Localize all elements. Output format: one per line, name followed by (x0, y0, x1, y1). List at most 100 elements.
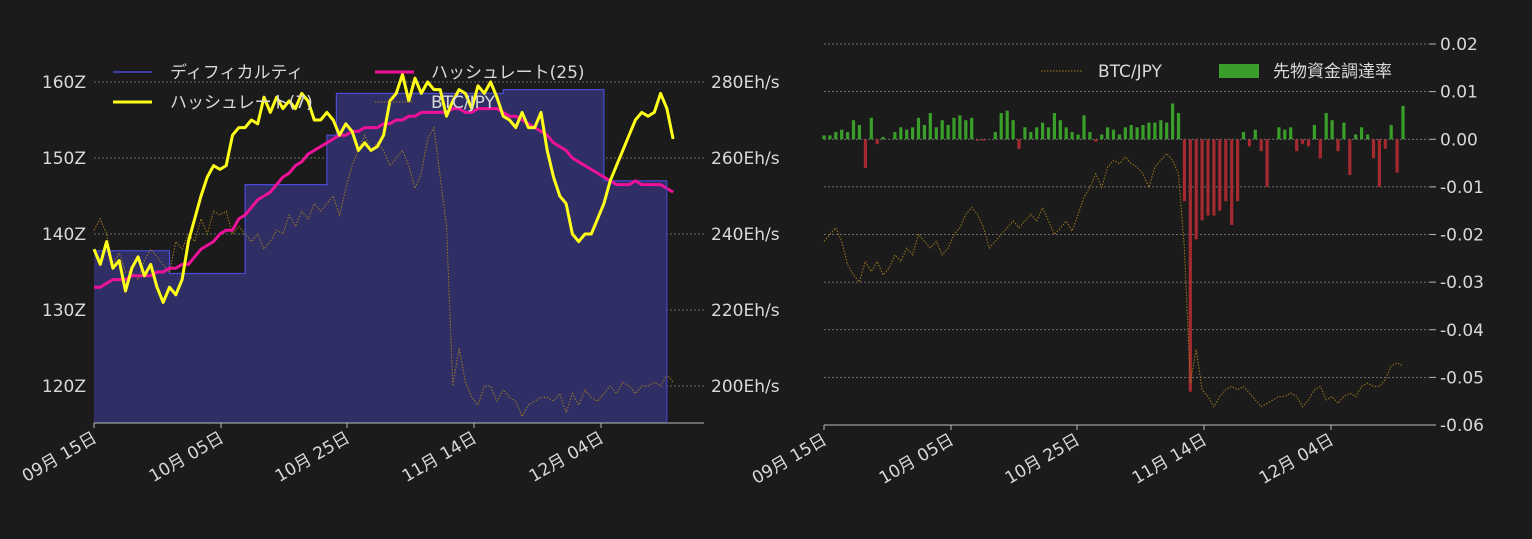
funding-bar (1253, 129, 1257, 140)
funding-right-tick-label: -0.03 (1440, 273, 1484, 293)
funding-bar (1041, 122, 1045, 140)
funding-bar (1058, 120, 1062, 140)
funding-rate-bars (822, 103, 1405, 392)
funding-bar (934, 127, 938, 140)
funding-bar (869, 117, 873, 140)
funding-bar (834, 132, 838, 140)
funding-right-tick-label: -0.04 (1440, 321, 1484, 341)
funding-bar (970, 117, 974, 140)
mining-left-tick-label: 150Z (42, 149, 86, 169)
funding-bar (1289, 127, 1293, 140)
mining-right-axis-ticks: 200Eh/s 220Eh/s 240Eh/s 260Eh/s 280Eh/s (711, 73, 780, 397)
funding-bar (1129, 125, 1133, 140)
legend-label-hashrate-25: ハッシュレート(25) (431, 63, 585, 83)
funding-bar (828, 135, 832, 140)
funding-bar (952, 117, 956, 140)
mining-right-tick-label: 200Eh/s (711, 377, 780, 397)
funding-bar (1324, 113, 1328, 140)
hashrate-7-line (92, 72, 675, 304)
funding-bar (1206, 139, 1210, 216)
funding-bar (1153, 122, 1157, 140)
mining-left-axis-ticks: 120Z 130Z 140Z 150Z 160Z (42, 73, 86, 397)
funding-bar (1354, 134, 1358, 140)
funding-bar (928, 113, 932, 140)
funding-bar (1094, 139, 1098, 142)
funding-bar (1377, 139, 1381, 187)
funding-bar (1360, 127, 1364, 140)
funding-bar (1230, 139, 1234, 225)
funding-bar (922, 125, 926, 140)
btc-jpy-line-mining (93, 126, 674, 418)
funding-bar (911, 127, 915, 140)
funding-bar (1011, 120, 1015, 140)
funding-bar (881, 136, 885, 140)
funding-bar (857, 125, 861, 140)
funding-bar (1236, 139, 1240, 202)
funding-bar (1017, 139, 1021, 149)
funding-bar (964, 120, 968, 140)
funding-bar (1176, 113, 1181, 140)
funding-bar (1295, 139, 1299, 152)
funding-bar (1005, 110, 1009, 140)
funding-gridlines (824, 43, 1430, 378)
funding-bar (999, 113, 1003, 140)
funding-bar (1383, 139, 1387, 149)
legend-label-btc-mining: BTC/JPY (431, 93, 496, 113)
funding-bar (1318, 139, 1322, 159)
funding-bar (976, 139, 980, 141)
funding-right-tick-label: -0.06 (1440, 416, 1484, 436)
funding-bar (863, 139, 867, 168)
funding-bar (1306, 139, 1311, 147)
funding-bar (1194, 139, 1198, 240)
legend-label-hashrate-7: ハッシュレート(7) (170, 93, 313, 113)
legend-label-btc-funding: BTC/JPY (1098, 62, 1163, 82)
funding-bar (1147, 122, 1151, 140)
funding-bar (1259, 139, 1263, 152)
funding-bar (1224, 139, 1228, 202)
funding-right-tick-label: -0.02 (1440, 226, 1484, 246)
funding-bar (1171, 103, 1175, 140)
funding-bar (1212, 139, 1216, 216)
hashrate-25-line (94, 107, 674, 289)
funding-bar (1064, 127, 1068, 140)
funding-bar (1366, 134, 1370, 140)
funding-bar (1395, 139, 1399, 173)
funding-bar (946, 125, 950, 140)
funding-bar (1283, 129, 1287, 140)
funding-bar (1401, 105, 1405, 140)
funding-bar (851, 120, 856, 140)
funding-bar (840, 129, 844, 140)
funding-bar (1200, 139, 1204, 221)
funding-bar (899, 127, 903, 140)
difficulty-area (94, 89, 667, 423)
funding-bar (1371, 139, 1376, 159)
mining-left-tick-label: 130Z (42, 301, 86, 321)
funding-bar (1330, 120, 1334, 140)
funding-bar (875, 139, 879, 145)
funding-bar (1046, 127, 1051, 140)
funding-bar (1265, 139, 1269, 187)
legend-label-difficulty: ディフィカルティ (170, 62, 303, 83)
funding-bar (1188, 139, 1192, 392)
funding-bar (1100, 134, 1104, 140)
funding-bar (1141, 125, 1145, 140)
funding-bar (1165, 122, 1169, 140)
funding-bar (1117, 134, 1121, 140)
funding-right-tick-label: 0.00 (1440, 130, 1478, 150)
funding-bar (1135, 127, 1139, 140)
funding-bar (1023, 127, 1027, 140)
funding-bar (1312, 125, 1316, 140)
mining-left-tick-label: 120Z (42, 377, 86, 397)
mining-right-tick-label: 240Eh/s (711, 225, 780, 245)
funding-right-tick-label: -0.01 (1440, 178, 1484, 198)
mining-right-tick-label: 220Eh/s (711, 301, 780, 321)
funding-bar (1029, 132, 1033, 140)
funding-bar (1301, 139, 1305, 145)
funding-bar (822, 135, 826, 140)
mining-chart: 120Z 130Z 140Z 150Z 160Z 200Eh/s 220Eh/s 240Eh… (19, 62, 780, 487)
funding-bar (1342, 122, 1346, 140)
funding-bar (1247, 139, 1251, 147)
funding-right-tick-label: 0.01 (1440, 83, 1478, 103)
legend-label-funding-rate: 先物資金調達率 (1273, 62, 1392, 82)
